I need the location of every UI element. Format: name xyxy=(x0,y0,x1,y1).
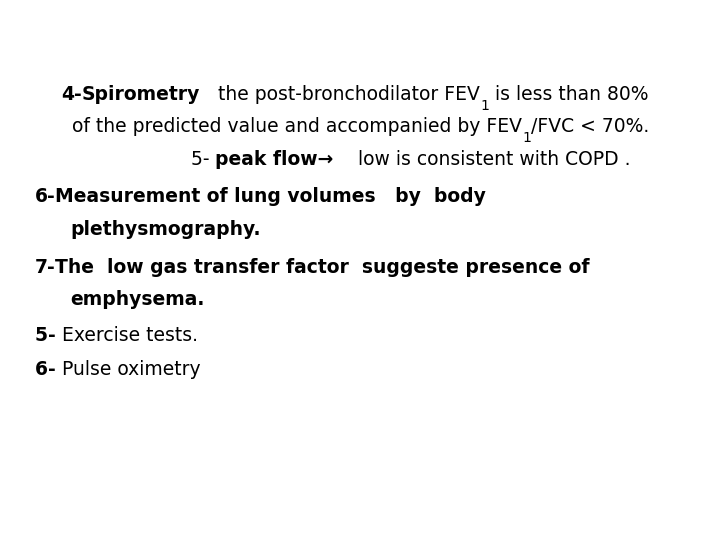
Text: of the predicted value and accompanied by FEV: of the predicted value and accompanied b… xyxy=(72,117,522,136)
Text: 6-: 6- xyxy=(35,360,62,379)
Text: 7-: 7- xyxy=(35,258,55,276)
Text: plethysmography.: plethysmography. xyxy=(71,220,261,239)
Text: 4-: 4- xyxy=(61,85,82,104)
Text: Spirometry: Spirometry xyxy=(82,85,200,104)
Text: is less than 80%: is less than 80% xyxy=(489,85,649,104)
Text: Exercise tests.: Exercise tests. xyxy=(62,326,198,345)
Text: 1: 1 xyxy=(522,131,531,145)
Text: low is consistent with COPD .: low is consistent with COPD . xyxy=(333,150,630,168)
Text: 1: 1 xyxy=(480,99,489,113)
Text: the post-bronchodilator FEV: the post-bronchodilator FEV xyxy=(200,85,480,104)
Text: 6-: 6- xyxy=(35,187,55,206)
Text: peak flow→: peak flow→ xyxy=(215,150,333,168)
Text: /FVC < 70%.: /FVC < 70%. xyxy=(531,117,649,136)
Text: The  low gas transfer factor  suggeste presence of: The low gas transfer factor suggeste pre… xyxy=(55,258,590,276)
Text: 5-: 5- xyxy=(35,326,62,345)
Text: Measurement of lung volumes   by  body: Measurement of lung volumes by body xyxy=(55,187,486,206)
Text: emphysema.: emphysema. xyxy=(71,290,205,309)
Text: 5-: 5- xyxy=(191,150,215,168)
Text: Pulse oximetry: Pulse oximetry xyxy=(62,360,200,379)
